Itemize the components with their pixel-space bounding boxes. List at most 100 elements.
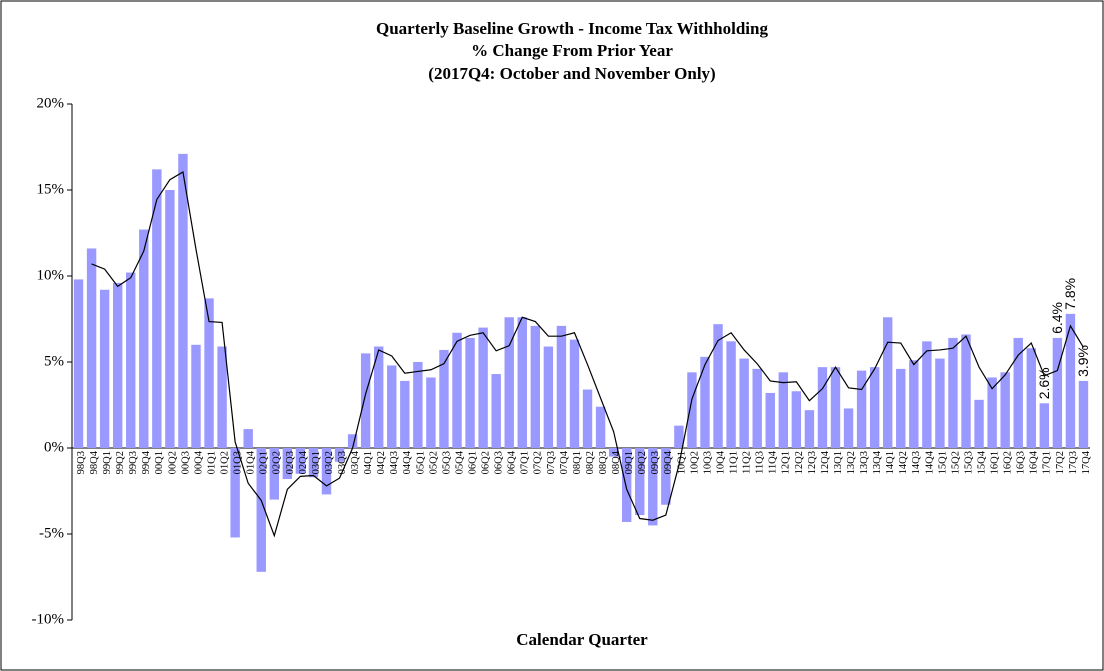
x-tick-label: 16Q1 <box>990 451 1001 474</box>
bar <box>178 153 188 448</box>
x-tick-label: 01Q3 <box>233 451 244 474</box>
x-tick-label: 13Q4 <box>872 450 883 474</box>
bar <box>112 282 123 448</box>
x-tick-label: 99Q2 <box>115 451 126 474</box>
bar <box>308 448 319 478</box>
x-tick-label: 09Q2 <box>637 451 648 474</box>
bar <box>726 341 736 448</box>
bar <box>830 367 841 448</box>
bar <box>595 406 606 448</box>
x-tick-label: 00Q2 <box>167 451 178 474</box>
bar <box>530 325 541 448</box>
x-tick-label: 01Q1 <box>206 451 217 474</box>
x-tick-label: 13Q1 <box>833 451 844 474</box>
bar <box>1026 348 1036 448</box>
x-tick-label: 06Q3 <box>494 451 505 474</box>
chart-note: (2017Q4: October and November Only) <box>428 64 715 83</box>
x-tick-label: 06Q4 <box>507 450 518 474</box>
bar <box>700 356 710 448</box>
data-label: 2.6% <box>1036 367 1052 399</box>
x-tick-label: 10Q4 <box>715 450 726 474</box>
x-tick-label: 15Q4 <box>976 450 987 474</box>
x-tick-label: 17Q2 <box>1055 451 1066 474</box>
y-tick-label: 20% <box>37 95 65 111</box>
chart-title: Quarterly Baseline Growth - Income Tax W… <box>376 19 768 38</box>
y-tick-label: 10% <box>37 267 65 283</box>
bar <box>608 448 619 457</box>
bar <box>478 327 488 448</box>
bar <box>139 229 149 448</box>
bar <box>504 317 514 448</box>
bar <box>687 372 697 448</box>
x-tick-label: 02Q4 <box>298 450 309 474</box>
x-tick-label: 13Q3 <box>859 451 870 474</box>
bar <box>896 368 906 448</box>
x-tick-label: 99Q1 <box>102 451 113 474</box>
bar <box>1013 337 1023 448</box>
x-tick-label: 14Q2 <box>898 451 909 474</box>
bar <box>856 370 867 448</box>
x-tick-label: 17Q3 <box>1068 451 1079 474</box>
bar <box>86 248 97 448</box>
x-tick-label: 03Q2 <box>324 451 335 474</box>
bar <box>935 358 945 448</box>
bar <box>974 399 984 448</box>
bar <box>713 324 723 448</box>
trend-line <box>91 170 1084 538</box>
x-tick-label: 12Q2 <box>794 451 805 474</box>
data-label: 6.4% <box>1049 302 1065 334</box>
chart-subtitle: % Change From Prior Year <box>471 41 673 60</box>
x-tick-label: 14Q3 <box>911 451 922 474</box>
bar <box>569 339 580 448</box>
x-tick-label: 03Q1 <box>311 451 322 474</box>
bar <box>400 380 410 448</box>
bar <box>582 389 593 448</box>
bar <box>843 408 854 448</box>
x-tick-label: 01Q2 <box>219 451 230 474</box>
bar <box>817 367 828 448</box>
x-tick-label: 14Q1 <box>885 451 896 474</box>
bar <box>739 358 749 448</box>
x-tick-label: 14Q4 <box>924 450 935 474</box>
bar <box>909 360 919 448</box>
bar <box>452 332 462 448</box>
x-tick-label: 09Q3 <box>650 451 661 474</box>
x-tick-label: 05Q1 <box>415 451 426 474</box>
x-tick-label: 16Q3 <box>1016 451 1027 474</box>
bar <box>360 353 371 448</box>
y-tick-label: -5% <box>39 525 64 541</box>
bar <box>1078 380 1089 448</box>
bar <box>426 377 436 448</box>
x-tick-label: 99Q4 <box>141 450 152 474</box>
data-label: 7.8% <box>1062 278 1078 310</box>
x-tick-label: 16Q4 <box>1029 450 1040 474</box>
bar <box>1039 403 1050 448</box>
x-tick-label: 04Q3 <box>389 451 400 474</box>
x-tick-label: 07Q4 <box>559 450 570 474</box>
x-tick-label: 04Q4 <box>402 450 413 474</box>
bar <box>491 374 501 448</box>
bar <box>256 448 266 572</box>
x-tick-label: 07Q3 <box>546 451 557 474</box>
x-tick-label: 02Q2 <box>272 451 283 474</box>
bar <box>883 317 893 448</box>
bar <box>217 346 227 448</box>
bar <box>543 346 554 448</box>
x-tick-label: 09Q4 <box>663 450 674 474</box>
x-tick-label: 06Q1 <box>467 451 478 474</box>
x-tick-label: 04Q2 <box>376 451 387 474</box>
bar <box>321 448 332 495</box>
x-tick-label: 13Q2 <box>846 451 857 474</box>
x-tick-label: 08Q3 <box>598 451 609 474</box>
x-tick-label: 01Q4 <box>246 450 257 474</box>
x-tick-label: 00Q4 <box>193 450 204 474</box>
bar <box>752 368 762 448</box>
x-tick-label: 08Q4 <box>611 450 622 474</box>
bar <box>621 448 632 522</box>
bar <box>517 317 527 448</box>
x-tick-label: 15Q2 <box>950 451 961 474</box>
x-tick-label: 03Q4 <box>350 450 361 474</box>
bar <box>765 392 775 448</box>
x-tick-label: 99Q3 <box>128 451 139 474</box>
